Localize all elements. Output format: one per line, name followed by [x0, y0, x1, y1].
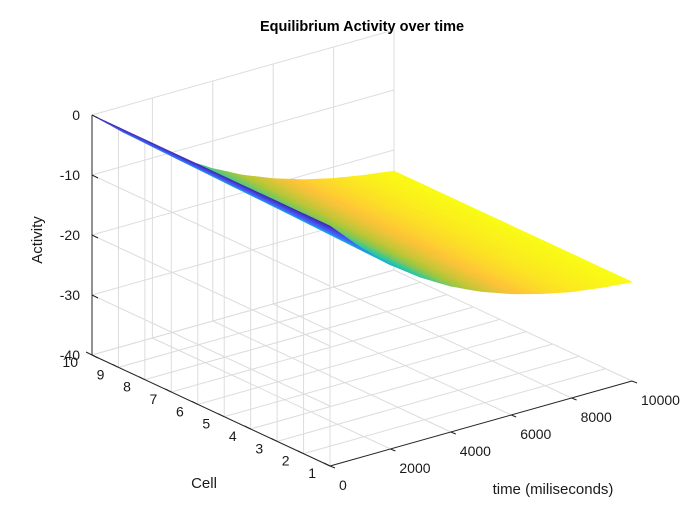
x-axis-line	[329, 380, 633, 467]
y-axis-line	[91, 354, 331, 467]
y-tick-mark	[191, 400, 199, 405]
z-tick-mark	[91, 114, 99, 119]
z-tick-mark	[91, 354, 99, 359]
y-tick-mark	[217, 413, 225, 418]
y-tick-label: 10	[62, 354, 78, 370]
grid-line	[118, 281, 421, 368]
grid-line	[91, 149, 395, 236]
x-tick-label: 2000	[399, 460, 430, 476]
grid-line	[91, 89, 395, 176]
x-tick-label: 6000	[520, 426, 551, 442]
x-tick-label: 0	[339, 477, 347, 493]
x-tick-mark	[450, 431, 456, 435]
y-tick-mark	[138, 376, 146, 381]
z-tick-mark	[91, 294, 99, 299]
y-tick-mark	[85, 351, 93, 356]
y-tick-label: 7	[150, 391, 158, 407]
activity-surface	[91, 114, 633, 295]
surface-patch	[597, 269, 633, 284]
grid-line	[197, 318, 500, 405]
y-tick-mark	[165, 388, 172, 393]
y-tick-mark	[323, 462, 331, 467]
axes-frame	[85, 114, 638, 469]
y-tick-label: 3	[255, 440, 263, 456]
z-tick-label: -30	[60, 287, 80, 303]
z-tick-label: 0	[72, 107, 80, 123]
grid-line	[91, 234, 331, 347]
tick-labels: 0 2000 4000 6000 8000 10000 1 2 3 4 5 6 7 8 9 10 0 -10 -20…	[60, 107, 680, 493]
y-tick-label: 2	[282, 453, 290, 469]
grid-line	[276, 355, 580, 442]
z-axis-label: Activity	[29, 216, 46, 264]
x-tick-mark	[511, 414, 517, 418]
grid-line	[250, 343, 553, 430]
x-tick-mark	[631, 380, 638, 384]
y-tick-mark	[244, 425, 251, 430]
grid-line	[393, 269, 633, 382]
x-tick-label: 10000	[641, 392, 680, 408]
z-tick-mark	[91, 234, 99, 239]
z-tick-mark	[91, 174, 99, 179]
y-tick-label: 6	[176, 403, 184, 419]
x-tick-label: 4000	[460, 443, 491, 459]
y-tick-label: 5	[202, 416, 210, 432]
y-tick-label: 4	[229, 428, 237, 444]
grid-line	[91, 29, 395, 116]
y-tick-label: 9	[97, 366, 105, 382]
grid-line	[333, 286, 572, 399]
x-tick-mark	[390, 448, 396, 452]
y-tick-mark	[112, 363, 119, 368]
x-tick-mark	[329, 465, 336, 469]
grid-line	[91, 269, 395, 356]
grid-line	[152, 337, 391, 450]
z-tick-label: -20	[60, 227, 80, 243]
z-tick-label: -40	[60, 347, 80, 363]
grid-line	[91, 174, 331, 287]
x-tick-mark	[571, 397, 577, 401]
chart-title: Equilibrium Activity over time	[260, 19, 464, 35]
z-tick-label: -10	[60, 167, 80, 183]
y-axis-label: Cell	[191, 475, 217, 492]
grid-line	[272, 303, 512, 416]
grid-line	[91, 294, 331, 407]
y-tick-label: 8	[123, 379, 131, 395]
grid-line	[212, 320, 452, 433]
grid-line	[171, 306, 474, 393]
grid-line	[144, 294, 448, 381]
x-axis-label: time (miliseconds)	[493, 481, 614, 498]
grid-line	[303, 368, 606, 455]
grid-line	[224, 331, 527, 418]
y-tick-label: 1	[308, 465, 316, 481]
y-tick-mark	[297, 450, 304, 455]
y-tick-mark	[270, 437, 278, 442]
x-tick-label: 8000	[581, 409, 612, 425]
